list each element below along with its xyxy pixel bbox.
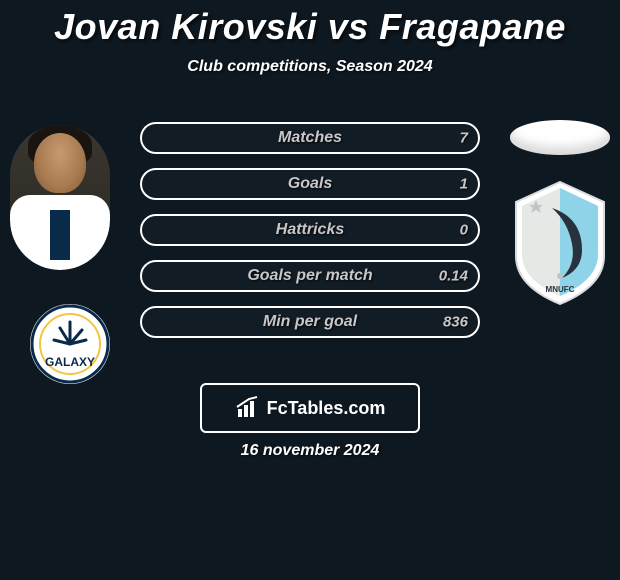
svg-text:GALAXY: GALAXY (45, 355, 95, 369)
club-left-crest: GALAXY (20, 302, 120, 387)
svg-text:MNUFC: MNUFC (546, 285, 575, 294)
head (34, 133, 86, 193)
jersey (10, 195, 110, 270)
page-title: Jovan Kirovski vs Fragapane (0, 0, 620, 48)
date: 16 november 2024 (0, 442, 620, 460)
stat-label: Matches (278, 129, 342, 147)
stats-area: Matches 7 Goals 1 Hattricks 0 Goals per … (140, 122, 480, 352)
stat-value-right: 1 (460, 176, 468, 193)
club-right-crest: MNUFC (510, 178, 610, 308)
stat-label: Goals per match (247, 267, 372, 285)
stat-row-hattricks: Hattricks 0 (140, 214, 480, 246)
stat-label: Hattricks (276, 221, 344, 239)
stat-label: Min per goal (263, 313, 357, 331)
stat-value-right: 836 (443, 314, 468, 331)
stat-label: Goals (288, 175, 332, 193)
stat-value-right: 0.14 (439, 268, 468, 285)
player-left-avatar (10, 125, 110, 270)
watermark-text: FcTables.com (267, 398, 386, 419)
jersey-stripe (50, 210, 70, 260)
subtitle: Club competitions, Season 2024 (0, 58, 620, 76)
watermark-link[interactable]: FcTables.com (200, 383, 420, 433)
stat-row-min-per-goal: Min per goal 836 (140, 306, 480, 338)
player-right-avatar (510, 120, 610, 155)
stat-row-matches: Matches 7 (140, 122, 480, 154)
stat-value-right: 0 (460, 222, 468, 239)
stat-value-right: 7 (460, 130, 468, 147)
stat-row-goals-per-match: Goals per match 0.14 (140, 260, 480, 292)
stat-row-goals: Goals 1 (140, 168, 480, 200)
chart-icon (235, 395, 261, 421)
